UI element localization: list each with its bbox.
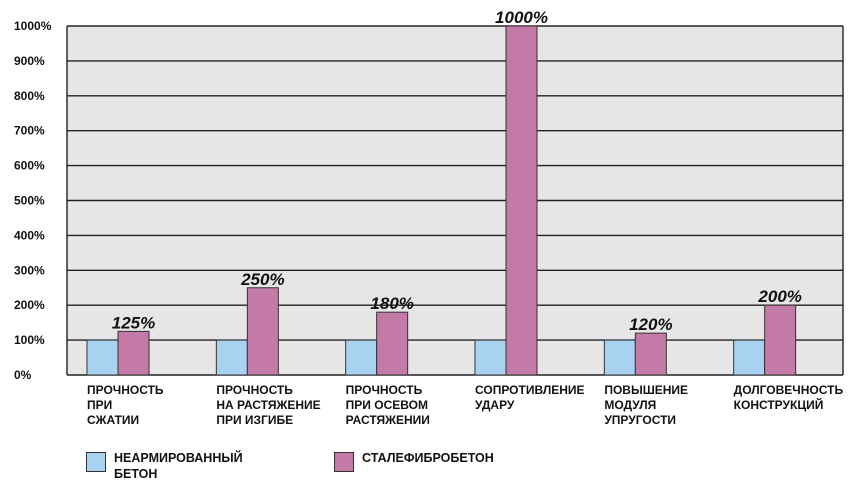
bar-unreinforced (474, 339, 507, 376)
y-tick-label: 100% (14, 333, 45, 347)
y-tick-label: 400% (14, 228, 45, 242)
y-tick-label: 0% (14, 368, 32, 382)
y-tick-label: 600% (14, 159, 45, 173)
legend-swatch-steel-fiber (334, 452, 354, 472)
data-label: 250% (240, 270, 284, 289)
y-tick-label: 900% (14, 54, 45, 68)
bar-unreinforced (215, 339, 248, 376)
legend-item-steel-fiber: СТАЛЕФИБРОБЕТОН (334, 450, 494, 472)
bar-steel-fiber (505, 25, 538, 376)
bar-steel-fiber (376, 311, 409, 376)
x-category-label: ПРОЧНОСТЬ ПРИ ОСЕВОМ РАСТЯЖЕНИИ (346, 383, 430, 427)
data-label: 120% (629, 315, 672, 334)
bar-unreinforced (733, 339, 766, 376)
bar-steel-fiber (117, 330, 150, 376)
y-tick-label: 1000% (14, 19, 52, 33)
x-category-label: СОПРОТИВЛЕНИЕ УДАРУ (475, 383, 585, 412)
y-tick-label: 500% (14, 194, 45, 208)
bar-unreinforced (603, 339, 636, 376)
bar-unreinforced (345, 339, 378, 376)
x-category-label: ПОВЫШЕНИЕ МОДУЛЯ УПРУГОСТИ (604, 383, 688, 427)
bar-steel-fiber (764, 304, 797, 376)
data-label: 125% (112, 313, 155, 332)
bar-unreinforced (86, 339, 119, 376)
x-category-label: ПРОЧНОСТЬ НА РАСТЯЖЕНИЕ ПРИ ИЗГИБЕ (216, 383, 320, 427)
bar-steel-fiber (246, 287, 279, 376)
y-tick-label: 700% (14, 124, 45, 138)
x-category-label: ПРОЧНОСТЬ ПРИ СЖАТИИ (87, 383, 164, 427)
legend-item-unreinforced: НЕАРМИРОВАННЫЙ БЕТОН (86, 450, 243, 482)
y-tick-label: 800% (14, 89, 45, 103)
y-tick-label: 200% (14, 298, 45, 312)
legend-label-steel-fiber: СТАЛЕФИБРОБЕТОН (362, 451, 494, 465)
legend-swatch-unreinforced (86, 452, 106, 472)
y-tick-label: 300% (14, 263, 45, 277)
bar-steel-fiber (634, 332, 667, 376)
data-label: 180% (370, 294, 413, 313)
x-category-label: ДОЛГОВЕЧНОСТЬ КОНСТРУКЦИЙ (734, 383, 844, 412)
data-label: 1000% (495, 8, 548, 27)
legend-label-unreinforced: НЕАРМИРОВАННЫЙ БЕТОН (114, 451, 243, 481)
data-label: 200% (757, 287, 801, 306)
